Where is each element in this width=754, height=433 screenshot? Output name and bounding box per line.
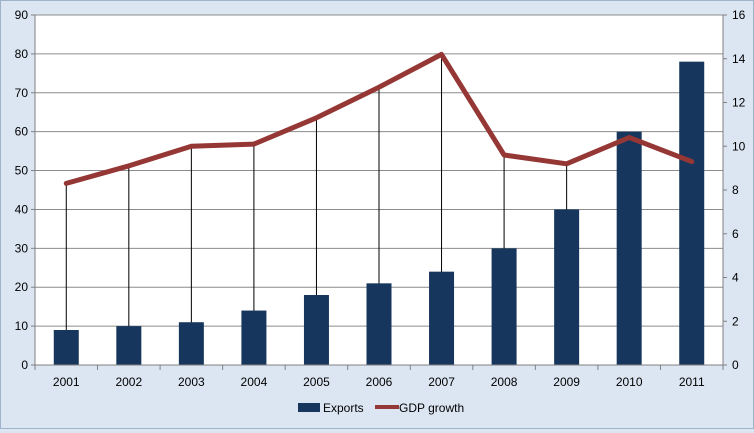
left-tick-label: 40 — [15, 202, 29, 216]
left-tick-label: 0 — [21, 358, 28, 372]
right-tick-label: 0 — [732, 358, 739, 372]
right-axis-ticks: 0 2 4 6 8 10 12 14 16 — [723, 8, 746, 372]
right-tick-label: 6 — [732, 227, 739, 241]
x-tick-label: 2011 — [679, 375, 705, 389]
left-tick-label: 60 — [15, 125, 29, 139]
bar-exports — [492, 248, 517, 365]
x-tick-label: 2002 — [115, 375, 142, 389]
x-axis-ticks: 2001 2002 2003 2004 2005 2006 2007 2008 2009 2010… — [35, 365, 723, 389]
x-tick-label: 2007 — [428, 375, 455, 389]
bar-exports — [554, 209, 579, 365]
right-tick-label: 10 — [732, 139, 746, 153]
x-tick-label: 2004 — [241, 375, 268, 389]
x-tick-label: 2008 — [491, 375, 518, 389]
left-tick-label: 30 — [15, 241, 29, 255]
right-tick-label: 14 — [732, 52, 746, 66]
legend-label-gdp-growth: GDP growth — [399, 401, 464, 415]
bar-exports — [54, 330, 79, 365]
x-tick-label: 2006 — [366, 375, 393, 389]
legend-swatch-exports — [298, 403, 320, 412]
left-tick-label: 10 — [15, 319, 29, 333]
left-tick-label: 50 — [15, 164, 29, 178]
x-tick-label: 2003 — [178, 375, 205, 389]
legend: Exports GDP growth — [298, 401, 464, 415]
left-tick-label: 80 — [15, 47, 29, 61]
x-tick-label: 2010 — [616, 375, 643, 389]
right-tick-label: 16 — [732, 8, 746, 22]
bar-exports — [241, 311, 266, 365]
x-tick-label: 2009 — [553, 375, 580, 389]
right-tick-label: 12 — [732, 96, 746, 110]
bar-exports — [367, 283, 392, 365]
x-tick-label: 2005 — [303, 375, 330, 389]
right-tick-label: 4 — [732, 271, 739, 285]
bar-exports — [617, 132, 642, 365]
bar-exports — [429, 272, 454, 365]
right-tick-label: 8 — [732, 183, 739, 197]
bar-exports — [304, 295, 329, 365]
left-tick-label: 70 — [15, 86, 29, 100]
right-tick-label: 2 — [732, 314, 739, 328]
legend-label-exports: Exports — [323, 401, 364, 415]
bar-exports — [179, 322, 204, 365]
left-axis-ticks: 0 10 20 30 40 50 60 70 80 90 — [15, 8, 35, 372]
x-tick-label: 2001 — [53, 375, 80, 389]
left-tick-label: 90 — [15, 8, 29, 22]
bar-exports — [116, 326, 141, 365]
left-tick-label: 20 — [15, 280, 29, 294]
bar-exports — [679, 62, 704, 365]
